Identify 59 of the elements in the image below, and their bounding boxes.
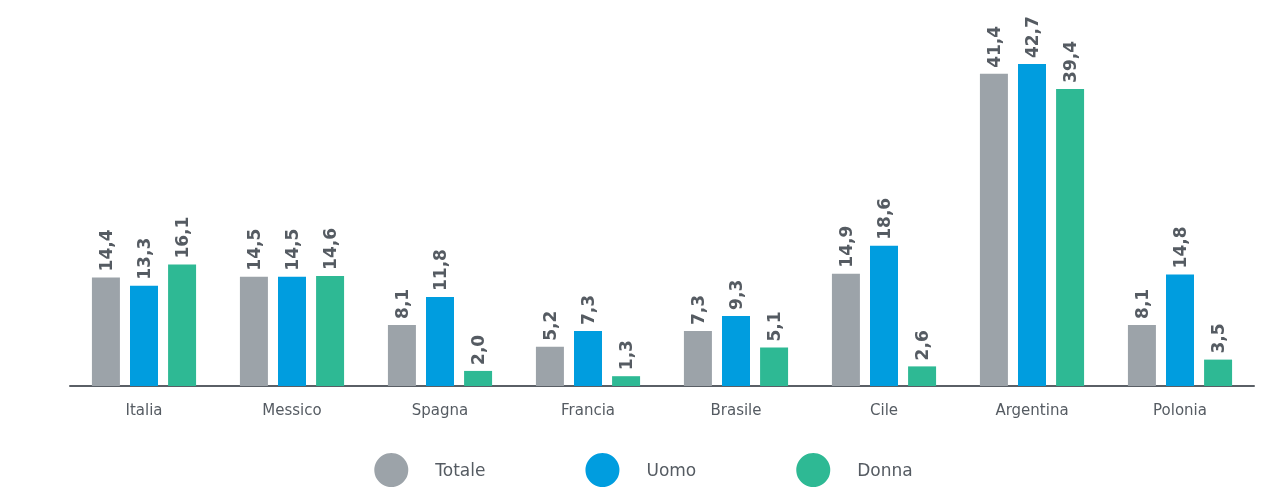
data-label: 14,6	[320, 227, 341, 270]
data-label: 14,9	[835, 225, 856, 268]
bar	[535, 346, 564, 386]
bar	[908, 366, 937, 386]
x-tick-label: Brasile	[710, 400, 762, 419]
data-label: 8,1	[1131, 288, 1152, 319]
x-tick-label: Italia	[125, 400, 163, 419]
data-label: 7,3	[687, 294, 708, 325]
data-label: 18,6	[874, 197, 894, 240]
data-label: 9,3	[726, 279, 746, 310]
data-label: 16,1	[172, 216, 193, 259]
data-label: 2,0	[468, 334, 489, 365]
x-tick-label: Argentina	[995, 400, 1069, 419]
bar	[612, 376, 641, 386]
x-tick-label: Messico	[262, 400, 322, 419]
bar	[760, 347, 789, 386]
bar	[574, 330, 602, 386]
bar	[91, 277, 120, 386]
x-tick-label: Francia	[560, 400, 616, 419]
bar	[979, 73, 1008, 386]
legend-label: Uomo	[646, 460, 697, 480]
data-label: 5,1	[764, 311, 785, 342]
data-label: 8,1	[391, 288, 412, 319]
data-label: 3,5	[1208, 323, 1229, 354]
bar	[316, 275, 345, 386]
data-label: 14,4	[95, 229, 116, 272]
bar	[1056, 88, 1085, 386]
data-label: 42,7	[1022, 16, 1042, 59]
data-label: 1,3	[616, 340, 637, 371]
data-label: 14,5	[282, 228, 302, 271]
data-label: 11,8	[430, 249, 450, 292]
data-label: 5,2	[539, 310, 560, 341]
bar	[870, 245, 898, 386]
bar	[1204, 359, 1233, 386]
bar	[464, 370, 493, 386]
bar	[278, 276, 306, 386]
data-label: 14,8	[1170, 226, 1190, 269]
bar	[426, 297, 454, 386]
legend-label: Donna	[857, 460, 913, 480]
bar	[683, 330, 712, 386]
bar	[130, 285, 158, 386]
data-label: 14,5	[243, 228, 264, 271]
data-label: 39,4	[1060, 40, 1081, 83]
bar	[1127, 324, 1156, 386]
data-label: 7,3	[578, 294, 598, 325]
data-label: 41,4	[983, 25, 1004, 68]
bar	[168, 264, 197, 386]
data-label: 2,6	[912, 330, 933, 361]
bar	[722, 315, 750, 386]
bar	[387, 324, 416, 386]
x-tick-label: Polonia	[1153, 400, 1207, 419]
legend-label: Totale	[434, 460, 486, 480]
x-tick-label: Spagna	[411, 400, 469, 419]
bar	[1166, 274, 1194, 386]
data-label: 13,3	[134, 237, 154, 280]
bar	[239, 276, 268, 386]
bar	[1018, 64, 1046, 386]
bar	[831, 273, 860, 386]
x-tick-label: Cile	[869, 400, 899, 419]
